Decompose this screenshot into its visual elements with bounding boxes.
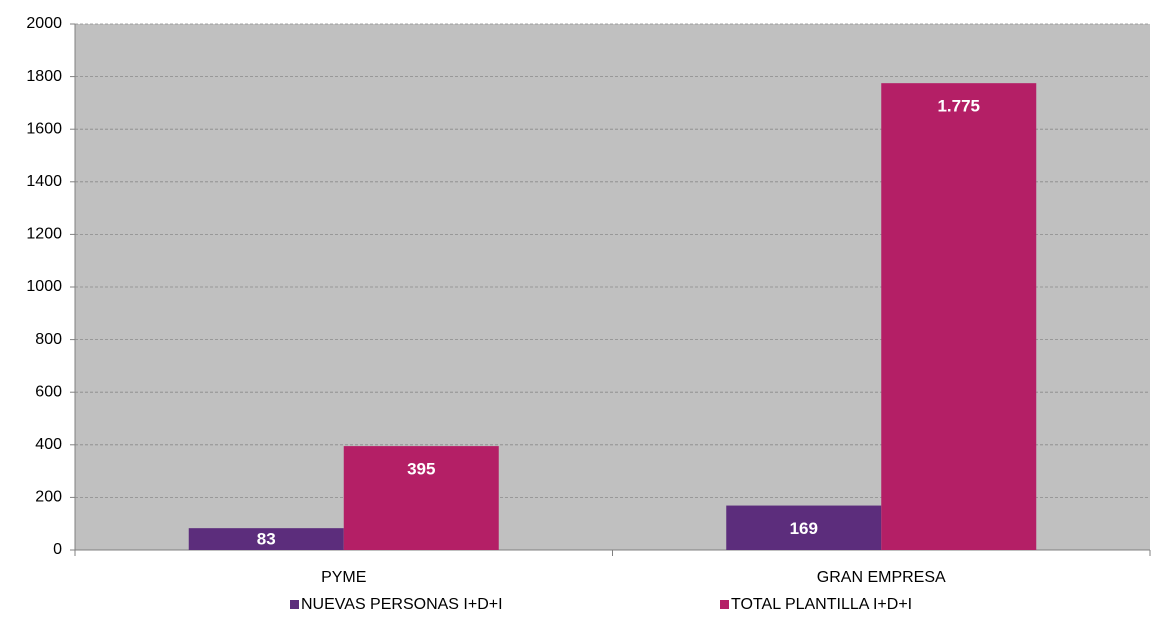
y-tick-label: 400: [35, 436, 62, 453]
y-tick-label: 1000: [26, 278, 62, 295]
y-tick-label: 200: [35, 489, 62, 506]
y-tick-label: 1400: [26, 173, 62, 190]
value-label: 83: [257, 529, 276, 548]
legend-label: NUEVAS PERSONAS I+D+I: [301, 596, 503, 613]
y-tick-label: 2000: [26, 15, 62, 32]
y-tick-label: 1800: [26, 68, 62, 85]
y-tick-label: 600: [35, 383, 62, 400]
y-tick-label: 800: [35, 331, 62, 348]
legend-label: TOTAL PLANTILLA I+D+I: [731, 596, 912, 613]
legend-swatch: [290, 600, 299, 609]
bar: [726, 505, 882, 550]
value-label: 169: [790, 519, 818, 538]
value-label: 1.775: [937, 97, 980, 116]
y-tick-label: 1200: [26, 226, 62, 243]
y-tick-label: 0: [53, 541, 62, 558]
legend-swatch: [720, 600, 729, 609]
y-tick-label: 1600: [26, 120, 62, 137]
bar: [343, 446, 499, 550]
bar: [881, 83, 1037, 551]
value-label: 395: [407, 460, 435, 479]
x-tick-label: PYME: [321, 569, 366, 586]
x-tick-label: GRAN EMPRESA: [817, 569, 946, 586]
bar: [188, 528, 344, 550]
